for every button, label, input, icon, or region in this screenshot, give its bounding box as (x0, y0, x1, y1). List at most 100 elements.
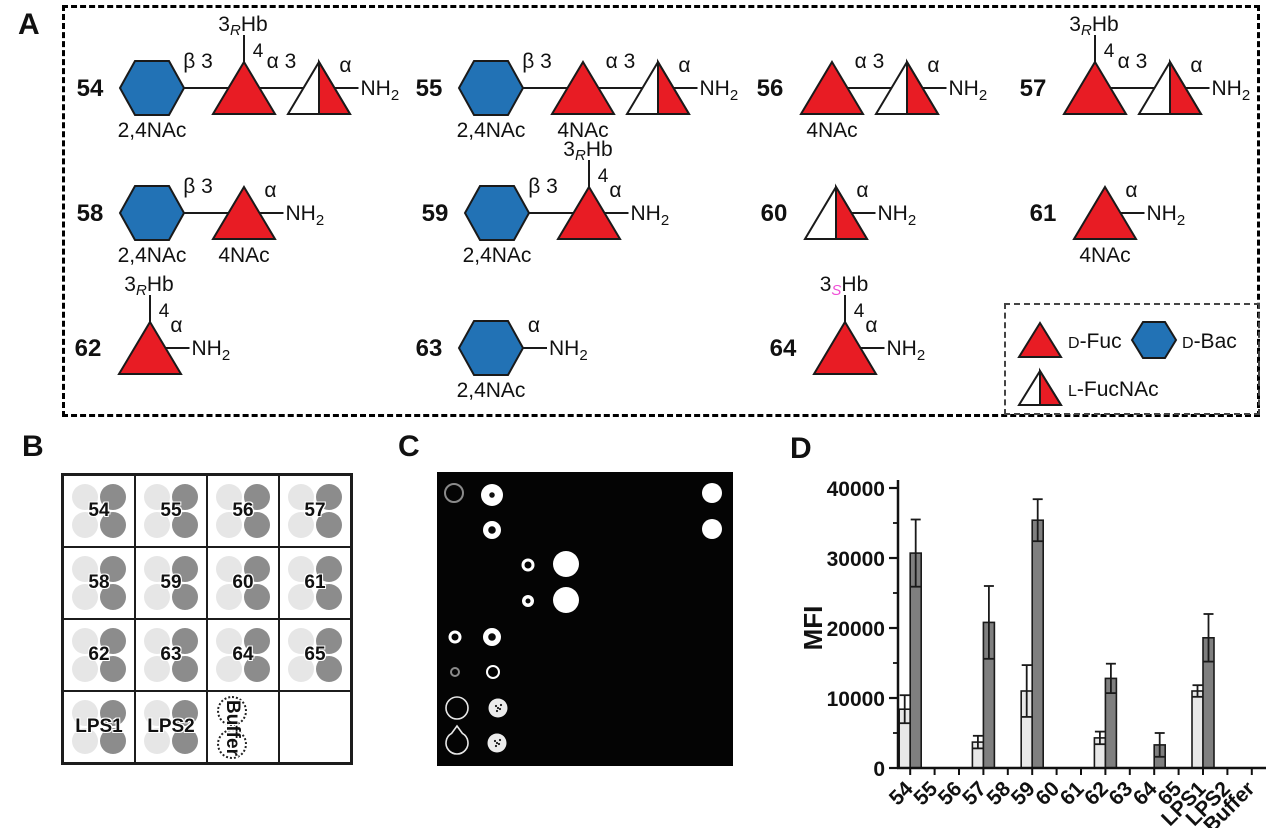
scan-spot-donut (483, 521, 501, 539)
linkage-label: α 3 (855, 50, 885, 73)
legend-label: D-Bac (1182, 330, 1237, 353)
d-fuc-triangle (556, 185, 622, 240)
microarray-layout-grid: 54 55 56 57 58 59 60 61 62 63 64 65 LPS1 LPS2 Buffer (61, 473, 353, 765)
array-cell-57: 57 (279, 475, 351, 547)
compound-60: α NH2 60 (761, 179, 916, 240)
hydroxybutyrate-label: 3RHb (218, 13, 267, 39)
printed-spot-light (72, 484, 98, 510)
legend-d-bac-icon (1130, 321, 1178, 359)
buffer-spot-outline (217, 696, 247, 726)
scan-spot-speckle (488, 698, 508, 718)
printed-spot-light (216, 628, 242, 654)
printed-spot-light (72, 512, 98, 538)
legend-label: D-Fuc (1068, 330, 1122, 353)
printed-spot-light (216, 584, 242, 610)
printed-spot-dark (100, 656, 126, 682)
substituent-label: 2,4NAc (118, 244, 187, 267)
printed-spot-light (144, 628, 170, 654)
linkage-label: β 3 (522, 50, 552, 73)
amine-label: NH2 (361, 77, 400, 104)
scan-background (437, 472, 733, 766)
chart-plot-area: 0100002000030000400005455565758596061626… (798, 478, 1266, 828)
printed-spot-dark (316, 656, 342, 682)
array-cell-lps1: LPS1 (63, 691, 135, 763)
panel-a-label: A (18, 8, 40, 41)
scan-spot-dimring (444, 483, 464, 503)
printed-spot-dark (172, 584, 198, 610)
printed-spot-dark (100, 728, 126, 754)
d-bac-hexagon (118, 185, 186, 241)
printed-spot-dark (100, 556, 126, 582)
array-cell-label: LPS1 (75, 716, 123, 737)
linkage-label: α 3 (606, 50, 636, 73)
linkage-label: β 3 (528, 175, 558, 198)
array-cell-label: 58 (88, 572, 110, 593)
compound-56: 4NAc α 3 α NH2 56 (757, 50, 988, 142)
array-cell-62: 62 (63, 619, 135, 691)
anomeric-label: α (339, 54, 351, 77)
y-tick-label: 20000 (827, 618, 885, 641)
bar-LPS1-light (1191, 690, 1204, 769)
printed-spot-dark (244, 484, 270, 510)
d-fuc-triangle (550, 60, 616, 115)
hydroxybutyrate-label: 3SHb (820, 273, 869, 299)
compound-number: 54 (77, 75, 104, 102)
anomeric-label: α (1125, 179, 1137, 202)
compound-number: 61 (1030, 200, 1057, 227)
printed-spot-dark (172, 656, 198, 682)
scan-spot-solid (702, 483, 722, 503)
legend-d-fuc-icon (1017, 321, 1063, 358)
amine-label: NH2 (549, 337, 588, 364)
compound-number: 62 (75, 335, 102, 362)
array-cell-59: 59 (135, 547, 207, 619)
d-fuc-triangle (211, 185, 277, 240)
printed-spot-dark (244, 512, 270, 538)
array-cell-buffer: Buffer (207, 691, 279, 763)
compound-number: 64 (770, 335, 797, 362)
panel-d-label: D (790, 432, 812, 465)
hydroxybutyrate-label: 3RHb (124, 273, 173, 299)
array-cell-63: 63 (135, 619, 207, 691)
symbol-legend-box (1004, 303, 1260, 415)
printed-spot-light (216, 484, 242, 510)
array-cell-label: 54 (88, 500, 110, 521)
d-fuc-triangle (117, 320, 183, 375)
printed-spot-dark (100, 484, 126, 510)
y-tick-label: 0 (873, 758, 885, 781)
printed-spot-light (72, 556, 98, 582)
d-fuc-triangle (1062, 60, 1128, 115)
array-cell-label: 64 (232, 644, 254, 665)
substituent-label: 2,4NAc (457, 379, 526, 402)
amine-label: NH2 (631, 202, 670, 229)
anomeric-label: α (264, 179, 276, 202)
printed-spot-light (72, 628, 98, 654)
printed-spot-dark (316, 556, 342, 582)
anomeric-label: α (609, 179, 621, 202)
anomeric-label: α (865, 314, 877, 337)
anomeric-label: α (170, 314, 182, 337)
position-4-label: 4 (253, 41, 264, 62)
array-cell-55: 55 (135, 475, 207, 547)
printed-spot-dark (244, 556, 270, 582)
scan-spot-speckle (487, 733, 507, 753)
array-cell-empty (279, 691, 351, 763)
buffer-label: Buffer (222, 700, 243, 756)
substituent-label: 4NAc (557, 119, 608, 142)
array-cell-65: 65 (279, 619, 351, 691)
linkage-label: α 3 (267, 50, 297, 73)
panel-c-label: C (398, 430, 420, 463)
substituent-label: 2,4NAc (457, 119, 526, 142)
printed-spot-dark (244, 656, 270, 682)
compound-55: 2,4NAc 4NAc β 3 α 3 α NH2 55 (416, 50, 739, 142)
position-4-label: 4 (159, 301, 170, 322)
printed-spot-light (288, 656, 314, 682)
printed-spot-dark (172, 484, 198, 510)
array-cell-56: 56 (207, 475, 279, 547)
printed-spot-light (72, 584, 98, 610)
printed-spot-light (144, 700, 170, 726)
linkage-label: β 3 (183, 175, 213, 198)
compound-63: 2,4NAc α NH2 63 (416, 314, 588, 402)
d-fuc-triangle (1072, 185, 1138, 240)
compound-number: 63 (416, 335, 443, 362)
